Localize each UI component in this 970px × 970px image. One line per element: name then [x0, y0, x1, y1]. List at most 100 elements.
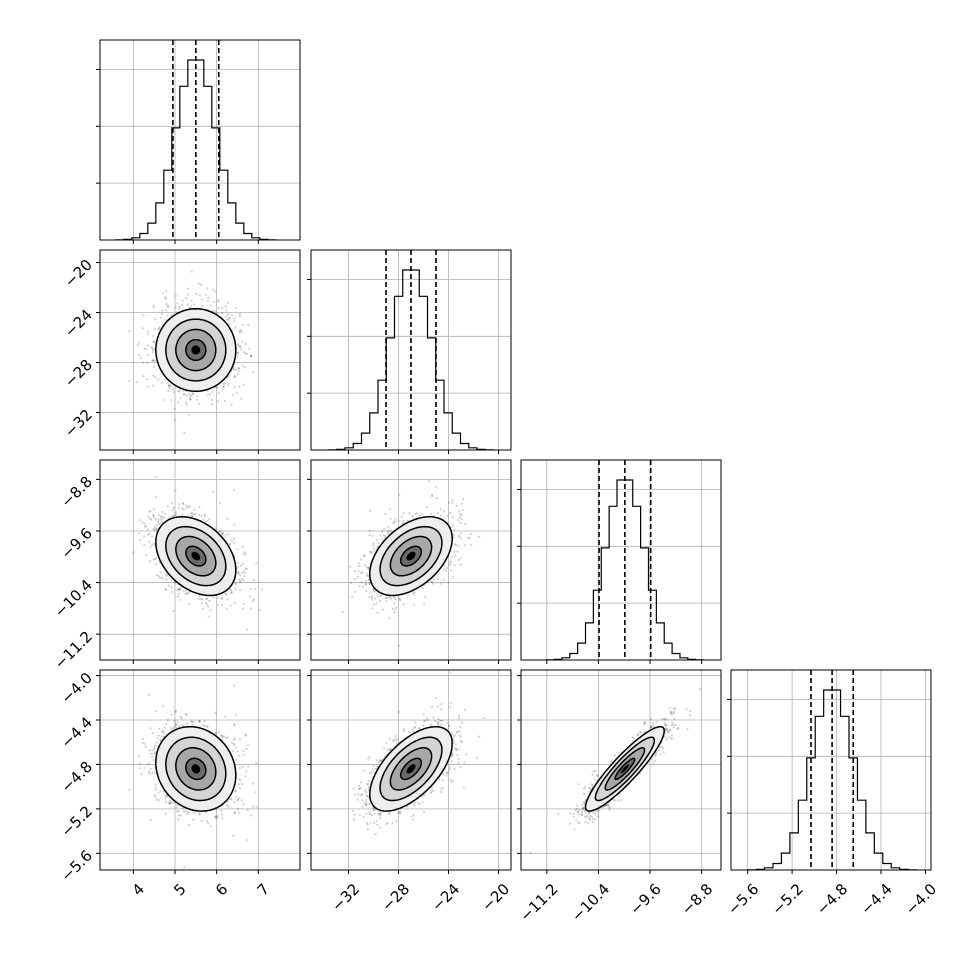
scatter-point [252, 371, 255, 374]
scatter-point [191, 515, 194, 518]
scatter-point [356, 576, 359, 579]
scatter-point [368, 596, 371, 599]
scatter-point [169, 802, 172, 805]
scatter-point [370, 550, 373, 553]
scatter-point [174, 306, 177, 309]
scatter-point [371, 769, 374, 772]
scatter-point [426, 719, 429, 722]
scatter-point [587, 816, 590, 819]
scatter-point [151, 351, 154, 354]
scatter-point [242, 324, 245, 327]
scatter-point [225, 736, 228, 739]
scatter-point [174, 418, 177, 421]
scatter-point [445, 771, 449, 775]
scatter-point [358, 813, 361, 817]
scatter-point [187, 823, 191, 827]
scatter-point [366, 803, 369, 806]
scatter-point [423, 595, 427, 598]
scatter-point [341, 610, 344, 614]
scatter-point [160, 381, 163, 384]
scatter-point [399, 812, 402, 815]
scatter-point [588, 787, 591, 790]
scatter-point [365, 803, 368, 806]
scatter-point [358, 561, 361, 565]
scatter-point [258, 608, 261, 612]
scatter-point [149, 727, 152, 730]
scatter-point [234, 326, 237, 329]
scatter-point [576, 804, 579, 807]
scatter-point [234, 795, 237, 798]
scatter-point [165, 801, 168, 804]
scatter-point [205, 597, 208, 601]
scatter-point [164, 812, 167, 816]
scatter-point [154, 795, 157, 798]
scatter-point [449, 778, 452, 782]
scatter-point [423, 719, 426, 722]
scatter-point [170, 713, 174, 716]
scatter-point [366, 827, 369, 831]
scatter-point [374, 590, 377, 593]
scatter-point [232, 742, 235, 745]
scatter-point [665, 723, 668, 727]
scatter-point [434, 486, 437, 489]
scatter-point [192, 392, 195, 395]
scatter-point [389, 748, 392, 751]
scatter-point [183, 393, 186, 396]
scatter-point [362, 554, 366, 557]
scatter-point [171, 508, 174, 512]
scatter-point [455, 749, 458, 752]
scatter-point [663, 722, 666, 725]
scatter-point [221, 604, 224, 607]
scatter-point [255, 761, 258, 765]
scatter-point [462, 786, 465, 789]
scatter-point [366, 566, 369, 569]
scatter-point [398, 493, 401, 496]
scatter-point [659, 752, 662, 756]
scatter-point [155, 741, 158, 744]
scatter-point [412, 516, 415, 519]
scatter-point [141, 741, 144, 744]
scatter-point [610, 759, 614, 762]
scatter-point [411, 728, 414, 731]
scatter-point [669, 729, 672, 732]
scatter-point [365, 590, 368, 593]
scatter-point [455, 504, 458, 507]
scatter-point [165, 309, 168, 312]
scatter-point [154, 788, 157, 792]
scatter-point [673, 717, 676, 720]
scatter-point [166, 505, 169, 508]
scatter-point [366, 574, 369, 577]
scatter-point [408, 511, 411, 515]
scatter-point [369, 822, 372, 825]
scatter-point [230, 591, 233, 595]
scatter-point [151, 772, 154, 775]
scatter-point [173, 514, 176, 517]
scatter-point [441, 779, 444, 782]
scatter-point [394, 517, 397, 520]
scatter-point [177, 810, 180, 813]
scatter-point [368, 771, 371, 775]
scatter-point [236, 798, 239, 801]
scatter-point [413, 591, 416, 594]
scatter-point [377, 595, 380, 598]
scatter-panel-4-3 [517, 669, 722, 874]
scatter-point [377, 812, 380, 816]
scatter-point [413, 726, 416, 729]
scatter-point [360, 571, 364, 574]
scatter-point [209, 304, 212, 307]
scatter-point [153, 794, 156, 797]
scatter-point [244, 775, 247, 778]
scatter-point [225, 315, 228, 318]
scatter-point [452, 739, 455, 742]
scatter-point [155, 798, 158, 801]
scatter-point [455, 543, 458, 546]
scatter-point [352, 809, 355, 813]
scatter-point [241, 545, 244, 548]
scatter-point [393, 611, 396, 614]
scatter-point [461, 721, 464, 724]
scatter-point [159, 522, 162, 525]
scatter-point [368, 785, 371, 788]
scatter-point [179, 397, 182, 400]
scatter-point [173, 581, 177, 585]
scatter-point [631, 736, 634, 739]
